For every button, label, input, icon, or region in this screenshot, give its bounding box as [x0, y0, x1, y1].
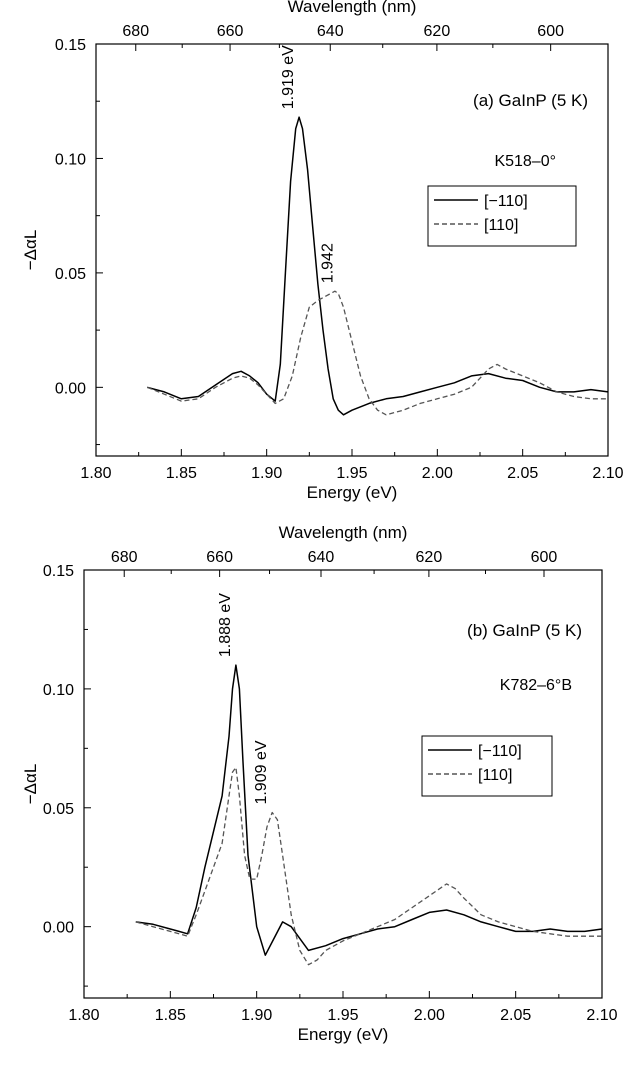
x-tick-label: 2.10: [592, 465, 623, 482]
y-tick-label: 0.15: [55, 37, 86, 54]
y-tick-label: 0.10: [55, 151, 86, 168]
x-tick-label: 1.85: [155, 1007, 186, 1024]
x-tick-label: 2.05: [507, 465, 538, 482]
legend-box: [427, 185, 577, 247]
panel-title: (a) GaInP (5 K): [473, 91, 588, 110]
x-tick-label: 1.90: [241, 1007, 272, 1024]
sample-label: K782–6°B: [500, 677, 572, 694]
series-minus110-line: [135, 664, 603, 956]
x2-axis-title: Wavelength (nm): [279, 523, 408, 542]
x2-tick-label: 680: [111, 549, 138, 566]
y-tick-label: 0.05: [43, 801, 74, 818]
peak-annotation: 1.942: [319, 243, 336, 283]
panel-title: (b) GaInP (5 K): [467, 621, 582, 640]
x-tick-label: 1.90: [251, 465, 282, 482]
peak-annotation: 1.888 eV: [217, 593, 234, 657]
x2-tick-label: 640: [308, 549, 335, 566]
chart-panel-b: 1.80 1.85 1.90 1.95 2.00 2.05 2.10 0.00 0.05 0.10…: [21, 523, 618, 1044]
y-tick-label: 0.00: [55, 380, 86, 397]
x-tick-label: 1.80: [68, 1007, 99, 1024]
x-tick-label: 2.00: [422, 465, 453, 482]
x2-tick-label: 620: [424, 23, 451, 40]
y-axis-title: −ΔαL: [21, 230, 40, 271]
x2-tick-label: 660: [217, 23, 244, 40]
x2-tick-label: 600: [531, 549, 558, 566]
legend-label-110: [110]: [484, 217, 518, 234]
x2-axis-title: Wavelength (nm): [288, 0, 417, 16]
peak-annotation: 1.919 eV: [280, 45, 297, 109]
x-tick-label: 1.95: [336, 465, 367, 482]
x-tick-label: 1.95: [327, 1007, 358, 1024]
x2-tick-label: 640: [317, 23, 344, 40]
x-tick-label: 2.05: [500, 1007, 531, 1024]
legend-label-minus110: [−110]: [478, 743, 522, 760]
y-tick-label: 0.05: [55, 266, 86, 283]
x2-tick-label: 600: [537, 23, 564, 40]
y-tick-label: 0.15: [43, 563, 74, 580]
series-110-line: [146, 290, 608, 416]
x2-tick-label: 620: [416, 549, 443, 566]
y-tick-label: 0.10: [43, 682, 74, 699]
legend-label-110: [110]: [478, 767, 512, 784]
x-axis-title: Energy (eV): [307, 483, 398, 502]
legend-label-minus110: [−110]: [484, 193, 528, 210]
series-110-line: [135, 766, 602, 966]
x2-tick-label: 660: [206, 549, 233, 566]
sample-label: K518–0°: [494, 153, 556, 170]
y-tick-label: 0.00: [43, 920, 74, 937]
peak-annotation: 1.909 eV: [253, 740, 270, 804]
legend-box: [421, 735, 553, 797]
y-axis-title: −ΔαL: [21, 764, 40, 805]
x-axis-title: Energy (eV): [298, 1025, 389, 1044]
x-tick-label: 2.10: [586, 1007, 617, 1024]
x-tick-label: 2.00: [414, 1007, 445, 1024]
x-tick-label: 1.85: [166, 465, 197, 482]
series-minus110-line: [147, 116, 609, 416]
x2-tick-label: 680: [122, 23, 149, 40]
chart-panel-a: 1.80 1.85 1.90 1.95 2.00 2.05 2.10 0.00 0.05 0.10…: [21, 0, 624, 502]
x-tick-label: 1.80: [80, 465, 111, 482]
